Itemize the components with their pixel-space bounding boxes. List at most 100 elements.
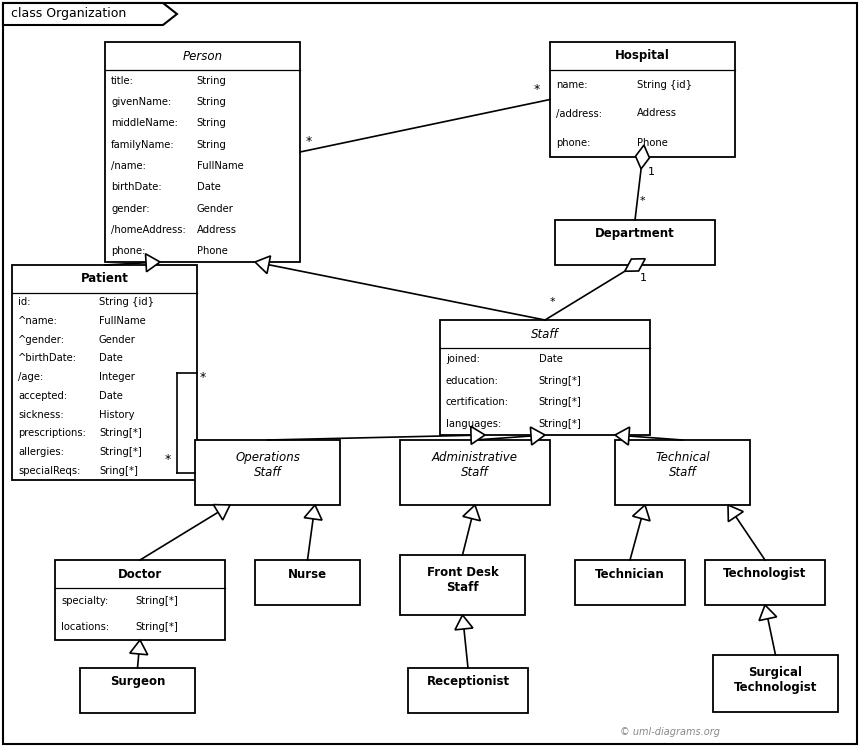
Text: /name:: /name: — [111, 161, 146, 171]
Text: Operations
Staff: Operations Staff — [235, 451, 300, 479]
Text: String: String — [197, 97, 226, 107]
Bar — [705, 560, 825, 605]
Bar — [12, 265, 197, 480]
Text: Technical
Staff: Technical Staff — [655, 451, 710, 479]
Text: Department: Department — [595, 228, 675, 241]
Polygon shape — [255, 256, 271, 273]
Text: Doctor: Doctor — [118, 568, 163, 580]
Bar — [615, 440, 750, 505]
Polygon shape — [470, 427, 485, 444]
Text: *: * — [640, 196, 646, 206]
Text: id:: id: — [18, 297, 30, 307]
Text: Gender: Gender — [99, 335, 136, 345]
Text: Person: Person — [182, 49, 223, 63]
Polygon shape — [145, 254, 160, 272]
Text: String {id}: String {id} — [99, 297, 154, 307]
Text: String: String — [197, 118, 226, 128]
Text: String[*]: String[*] — [135, 622, 178, 632]
Text: String[*]: String[*] — [99, 447, 142, 457]
Text: Patient: Patient — [81, 273, 128, 285]
Text: joined:: joined: — [446, 354, 480, 364]
Text: title:: title: — [111, 75, 134, 86]
Bar — [195, 440, 340, 505]
Text: © uml-diagrams.org: © uml-diagrams.org — [620, 727, 720, 737]
Text: phone:: phone: — [111, 247, 145, 256]
Text: sickness:: sickness: — [18, 409, 64, 420]
Text: Date: Date — [99, 391, 123, 401]
Bar — [555, 220, 715, 265]
Text: Gender: Gender — [197, 204, 234, 214]
Text: FullName: FullName — [197, 161, 243, 171]
Text: 1: 1 — [648, 167, 654, 177]
Bar — [400, 555, 525, 615]
Text: locations:: locations: — [61, 622, 109, 632]
Text: certification:: certification: — [446, 397, 509, 407]
Text: Staff: Staff — [531, 327, 559, 341]
Polygon shape — [130, 640, 148, 654]
Text: /homeAddress:: /homeAddress: — [111, 225, 186, 235]
Bar — [713, 655, 838, 712]
Text: specialty:: specialty: — [61, 596, 108, 606]
Text: FullName: FullName — [99, 316, 145, 326]
Text: Phone: Phone — [637, 137, 668, 147]
Bar — [255, 560, 360, 605]
Polygon shape — [728, 505, 743, 521]
Polygon shape — [636, 145, 649, 169]
Text: Address: Address — [637, 108, 677, 119]
Polygon shape — [615, 427, 630, 445]
Text: 1: 1 — [640, 273, 647, 283]
Polygon shape — [213, 505, 230, 520]
Polygon shape — [633, 505, 650, 521]
Text: Technician: Technician — [595, 568, 665, 580]
Polygon shape — [624, 258, 645, 271]
Text: familyName:: familyName: — [111, 140, 175, 149]
Text: education:: education: — [446, 376, 499, 385]
Text: *: * — [306, 135, 312, 148]
Bar — [408, 668, 528, 713]
Text: String[*]: String[*] — [538, 376, 581, 385]
Bar — [400, 440, 550, 505]
Text: *: * — [200, 371, 206, 383]
Text: String {id}: String {id} — [637, 79, 692, 90]
Text: ^gender:: ^gender: — [18, 335, 65, 345]
Text: accepted:: accepted: — [18, 391, 67, 401]
Polygon shape — [3, 3, 177, 25]
Bar — [550, 42, 735, 157]
Text: prescriptions:: prescriptions: — [18, 428, 86, 438]
Text: middleName:: middleName: — [111, 118, 178, 128]
Text: *: * — [534, 82, 540, 96]
Text: String[*]: String[*] — [99, 428, 142, 438]
Text: gender:: gender: — [111, 204, 150, 214]
Text: Surgeon: Surgeon — [110, 675, 165, 689]
Text: name:: name: — [556, 79, 587, 90]
Text: specialReqs:: specialReqs: — [18, 465, 80, 476]
Polygon shape — [463, 505, 481, 521]
Text: class Organization: class Organization — [11, 7, 126, 20]
Text: languages:: languages: — [446, 419, 501, 429]
Text: Date: Date — [99, 353, 123, 364]
Text: Technologist: Technologist — [723, 568, 807, 580]
Text: Nurse: Nurse — [288, 568, 327, 580]
Text: Integer: Integer — [99, 372, 135, 382]
Text: Date: Date — [538, 354, 562, 364]
Text: String: String — [197, 140, 226, 149]
Bar — [105, 42, 300, 262]
Text: ^birthDate:: ^birthDate: — [18, 353, 77, 364]
Text: Sring[*]: Sring[*] — [99, 465, 138, 476]
Bar — [575, 560, 685, 605]
Polygon shape — [455, 615, 473, 630]
Text: Date: Date — [197, 182, 220, 192]
Text: Hospital: Hospital — [615, 49, 670, 63]
Text: Surgical
Technologist: Surgical Technologist — [734, 666, 817, 694]
Text: String[*]: String[*] — [135, 596, 178, 606]
Text: Front Desk
Staff: Front Desk Staff — [427, 566, 499, 594]
Text: ^name:: ^name: — [18, 316, 58, 326]
Text: History: History — [99, 409, 134, 420]
Text: Receptionist: Receptionist — [427, 675, 510, 689]
Polygon shape — [759, 605, 777, 621]
Text: phone:: phone: — [556, 137, 590, 147]
Text: String[*]: String[*] — [538, 419, 581, 429]
Text: Phone: Phone — [197, 247, 228, 256]
Text: birthDate:: birthDate: — [111, 182, 162, 192]
Polygon shape — [304, 505, 322, 520]
